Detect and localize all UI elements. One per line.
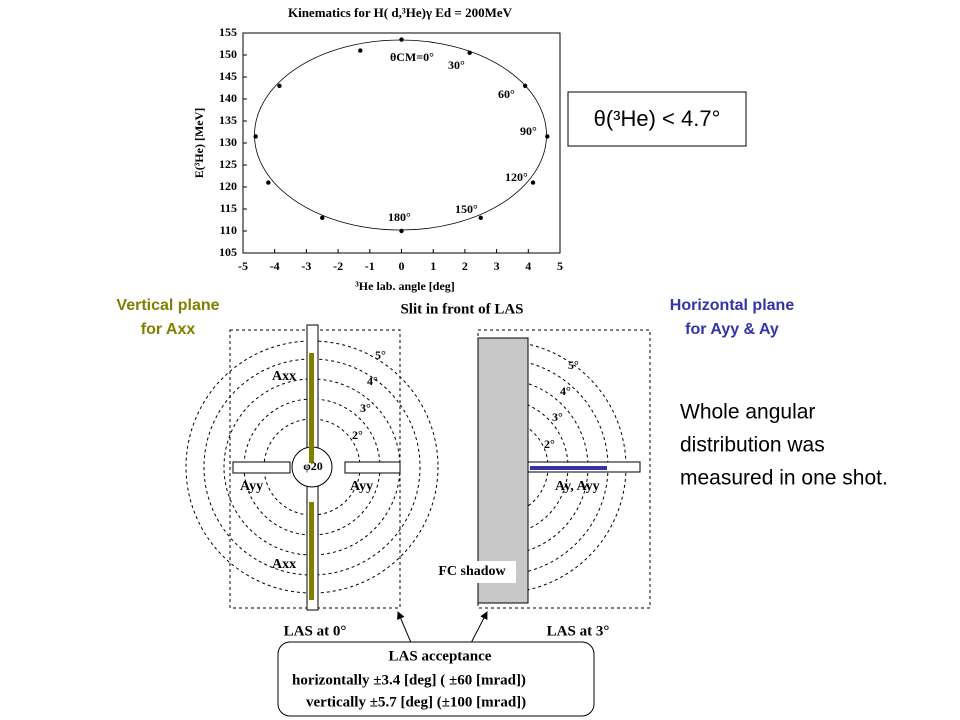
hole-label: φ20 [303,459,323,473]
angle-label: 3° [360,401,371,415]
point [530,180,536,185]
point [478,215,483,220]
angle-limit: θ(³He) < 4.7° [594,106,721,131]
point [399,37,404,42]
angle-label: 4° [560,384,571,398]
point [545,134,550,139]
slit-label: Axx [272,369,296,384]
x-tick-label: -3 [301,259,311,273]
arrow [469,611,488,646]
angle-label: 3° [552,410,563,424]
slit-title: Slit in front of LAS [400,301,523,317]
x-tick-label: 4 [525,259,531,273]
slit-label: Ayy [240,479,263,494]
y-tick-label: 150 [219,47,237,61]
plane-label: for Ayy & Ay [685,321,779,338]
acceptance-box [277,641,595,717]
angle-label: 5° [568,358,579,372]
angle-label: 2° [544,437,555,451]
las-label: LAS at 3° [547,623,610,639]
annotation: 60° [498,87,515,101]
y-tick-label: 105 [219,245,237,259]
y-tick-label: 145 [219,69,237,83]
point [399,228,404,234]
plane-label: Horizontal plane [670,297,795,314]
x-tick-label: 5 [557,259,563,273]
annotation: 150° [455,202,478,216]
slit-label: Ay, Ayy [555,479,600,494]
x-tick-label: 1 [430,259,436,273]
angle-box [567,91,747,147]
plane-label: Vertical plane [116,297,219,314]
plane-label: for Axx [141,321,196,338]
annotation: 120° [505,170,528,184]
x-tick-label: -5 [238,259,248,273]
x-tick-label: 0 [399,259,405,273]
x-tick-label: 3 [494,259,500,273]
y-tick-label: 115 [220,201,237,215]
x-tick-label: -2 [333,259,343,273]
x-tick-label: -4 [270,259,280,273]
y-tick-label: 120 [219,179,237,193]
chart-title: Kinematics for H( d,³He)γ Ed = 200MeV [288,5,513,20]
annotation: θCM=0° [390,50,434,64]
y-tick-label: 130 [219,135,237,149]
left-diagram [185,324,439,611]
y-tick-label: 135 [219,113,237,127]
angle-label: 4° [367,374,378,388]
annotation: 180° [388,210,411,224]
note: measured in one shot. [680,467,888,490]
y-axis-label: E(³He) [MeV] [192,108,206,179]
note: Whole angular [680,401,815,424]
las-label: LAS at 0° [284,623,347,639]
x-axis-label: ³He lab. angle [deg] [355,279,455,293]
angle-label: 5° [375,348,386,362]
acceptance-line: horizontally ±3.4 [deg] ( ±60 [mrad]) [292,672,526,688]
acceptance-line: vertically ±5.7 [deg] (±100 [mrad]) [306,694,526,710]
y-tick-label: 155 [219,25,237,39]
fc-shadow: FC shadow [438,564,506,579]
plot: -5 -4 -3 -2 -1 0 1 2 3 4 5 105 110 115 120 125 130 135 140… [219,25,563,273]
y-tick-label: 110 [220,223,237,237]
point [277,83,282,89]
x-tick-label: -1 [365,259,375,273]
slit-label: Axx [272,557,296,572]
acceptance-title: LAS acceptance [389,648,492,664]
point [358,48,363,53]
arrow [397,611,413,646]
y-tick-label: 140 [219,91,237,105]
point [320,215,325,220]
annotation: 30° [448,58,465,72]
slit-label: Ayy [350,479,373,494]
note: distribution was [680,434,825,457]
kinematic-curve [254,39,547,231]
y-tick-label: 125 [219,157,237,171]
annotation: 90° [520,124,537,138]
right-diagram [477,329,651,609]
point [266,180,271,185]
label-bg [428,561,516,583]
x-tick-label: 2 [462,259,468,273]
angle-label: 2° [352,428,363,442]
